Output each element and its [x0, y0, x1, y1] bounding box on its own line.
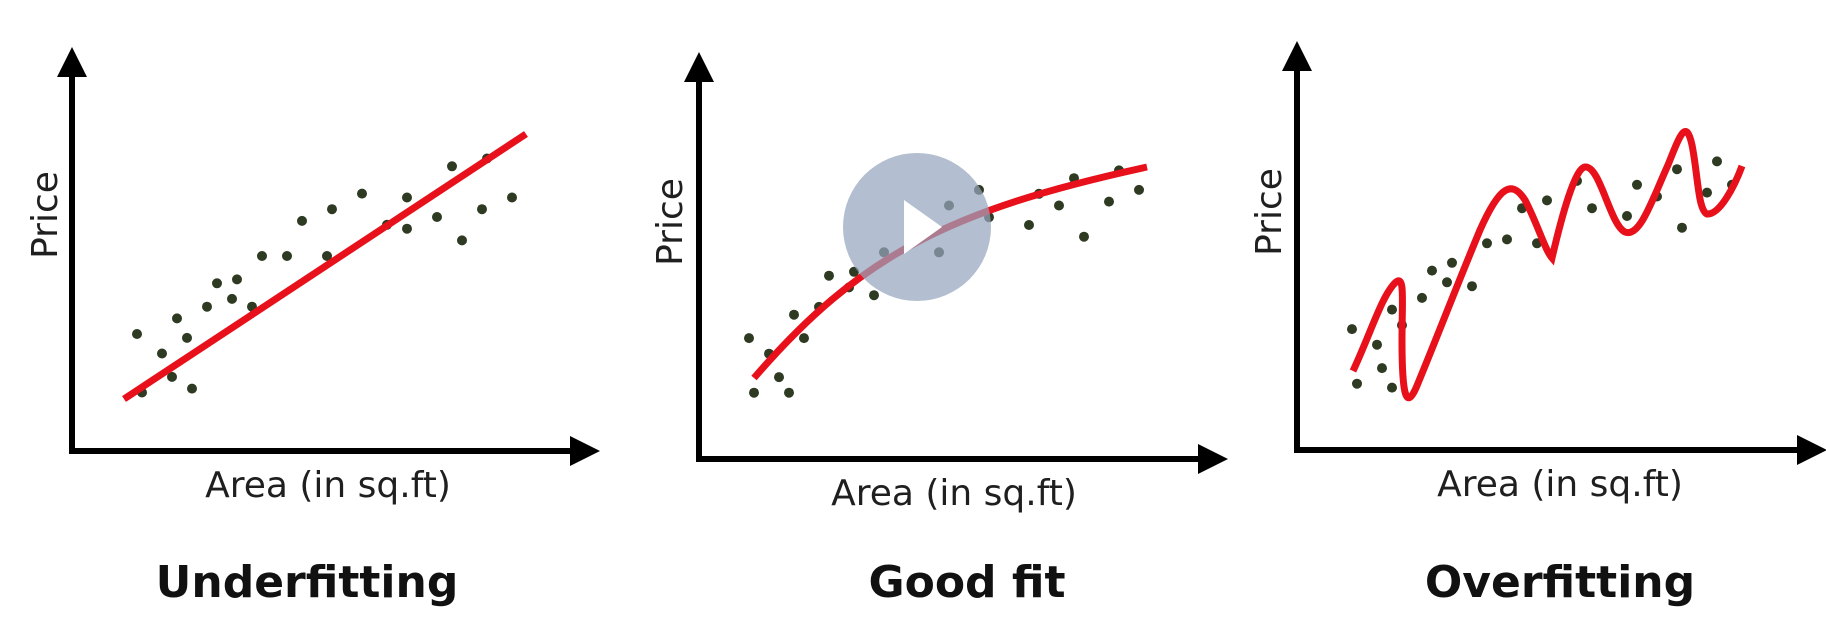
data-point: [187, 383, 197, 394]
data-point: [1542, 195, 1552, 206]
data-point: [457, 235, 467, 246]
data-point: [507, 192, 517, 203]
data-point: [1024, 220, 1034, 230]
data-point: [1387, 304, 1397, 315]
data-point: [172, 313, 182, 324]
y-axis-label: Price: [25, 171, 66, 259]
data-point: [1134, 184, 1144, 195]
data-point: [282, 251, 292, 261]
fit-line: [122, 131, 528, 402]
data-point: [447, 161, 457, 172]
panel-underfitting: Price Area (in sq.ft) Underfitting: [25, 47, 600, 608]
y-axis-label: Price: [650, 178, 691, 266]
data-point: [212, 278, 222, 289]
x-axis-label: Area (in sq.ft): [205, 465, 451, 506]
data-point: [1467, 281, 1477, 292]
data-point: [1672, 164, 1682, 175]
data-point: [1677, 222, 1687, 233]
data-point: [1372, 339, 1382, 350]
data-point: [1104, 196, 1114, 207]
data-point: [1377, 363, 1387, 374]
data-point: [1079, 231, 1089, 242]
data-point: [257, 251, 267, 261]
data-point: [432, 212, 442, 222]
panel-caption: Overfitting: [1425, 557, 1695, 608]
data-point: [784, 387, 794, 398]
data-point: [869, 290, 879, 301]
data-point: [327, 204, 337, 215]
data-point: [1054, 200, 1064, 211]
data-point: [232, 274, 242, 285]
data-point: [774, 372, 784, 383]
data-point: [799, 333, 809, 344]
data-point: [202, 301, 212, 312]
data-point: [182, 332, 192, 343]
panel-caption: Underfitting: [156, 557, 459, 608]
panel-caption: Good fit: [868, 557, 1065, 608]
data-point: [167, 371, 177, 382]
data-point: [1417, 292, 1427, 303]
data-point: [1587, 203, 1597, 214]
data-point: [1352, 378, 1362, 389]
data-point: [1482, 238, 1492, 249]
data-point: [1442, 277, 1452, 288]
x-axis-label: Area (in sq.ft): [1437, 464, 1683, 505]
data-point: [1702, 187, 1712, 198]
data-point: [744, 333, 754, 344]
data-point: [1427, 265, 1437, 276]
data-point: [824, 270, 834, 281]
data-points: [1347, 156, 1737, 393]
data-points: [132, 153, 517, 398]
data-point: [357, 188, 367, 199]
data-point: [227, 293, 237, 304]
data-point: [477, 204, 487, 215]
data-point: [1712, 156, 1722, 167]
panel-good-fit: Price Area (in sq.ft) Good fit: [650, 52, 1228, 608]
data-point: [1502, 234, 1512, 245]
data-point: [1622, 211, 1632, 221]
data-point: [1387, 382, 1397, 393]
y-axis-label: Price: [1249, 168, 1290, 256]
data-point: [402, 192, 412, 203]
x-axis-label: Area (in sq.ft): [831, 473, 1077, 514]
fit-curve: [1349, 128, 1746, 402]
data-point: [402, 223, 412, 234]
data-point: [132, 329, 142, 339]
data-point: [157, 348, 167, 359]
data-point: [789, 309, 799, 320]
data-point: [322, 251, 332, 261]
data-point: [1447, 257, 1457, 268]
data-point: [1347, 324, 1357, 335]
data-point: [297, 215, 307, 226]
play-icon: [904, 200, 942, 254]
data-point: [749, 387, 759, 398]
data-point: [1632, 179, 1642, 190]
play-button[interactable]: [843, 153, 991, 301]
panel-overfitting: Price Area (in sq.ft) Overfitting: [1249, 41, 1826, 608]
